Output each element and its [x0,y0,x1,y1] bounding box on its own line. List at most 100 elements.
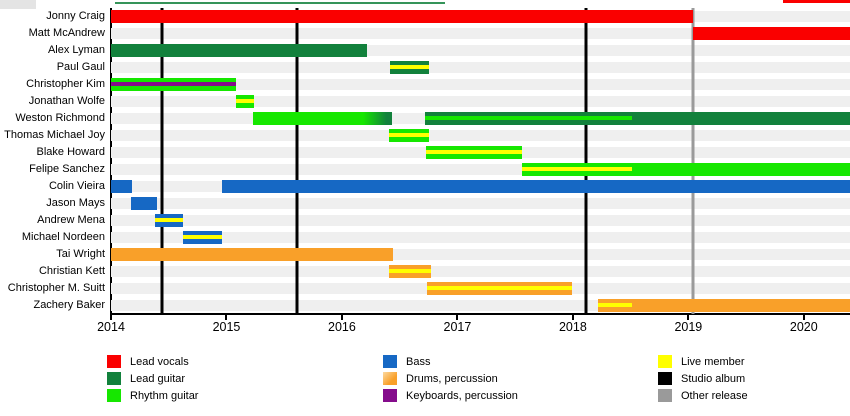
x-axis-tick-label: 2020 [789,320,818,334]
legend-label: Studio album [681,372,746,385]
y-axis-line [110,8,112,315]
role-stripe-live_member [522,167,632,171]
legend-column: Lead vocals Lead guitar Rhythm guitar [107,353,198,404]
member-row-track [111,79,850,90]
x-axis-tick-label: 2017 [443,320,472,334]
timeline-bar-lead_guitar [111,44,368,57]
role-stripe-live_member [426,150,523,154]
member-label: Tai Wright [56,248,105,260]
x-axis-tick [571,315,574,320]
x-axis-tick [456,315,459,320]
legend-swatch-lead_vocals [107,355,121,368]
timeline-bar-bass [154,214,183,227]
cropped-content-artifact [783,0,850,3]
member-label: Jonny Craig [46,10,105,22]
legend-swatch-lead_guitar [107,372,121,385]
legend-item: Other release [658,387,748,404]
timeline-bar-lead_guitar [425,112,850,125]
member-row-track [111,164,850,175]
legend-item: Drums, percussion [383,370,518,387]
timeline-bar-bass [111,180,132,193]
role-stripe-live_member [154,218,183,222]
timeline-bar-rhythm_guitar [426,146,523,159]
x-axis-tick-label: 2019 [674,320,703,334]
legend-label: Lead guitar [130,372,186,385]
x-axis-tick [340,315,343,320]
member-label: Paul Gaul [56,61,105,73]
role-stripe-live_member [389,133,429,137]
legend-label: Rhythm guitar [130,389,199,402]
timeline-bar-rhythm_guitar [253,112,392,125]
cropped-content-artifact [0,0,36,9]
cropped-content-artifact [115,2,445,4]
legend-item: Studio album [658,370,748,387]
member-row-track [111,198,850,209]
legend-swatch-drums [383,372,397,385]
member-row-track [111,28,850,39]
timeline-bar-rhythm_guitar [235,95,255,108]
member-label: Colin Vieira [48,180,105,192]
member-label: Andrew Mena [37,214,105,226]
role-stripe-live_member [389,269,431,273]
legend-label: Keyboards, percussion [406,389,518,402]
legend-swatch-other_release [658,389,672,402]
other-release-marker-line [691,8,695,314]
role-stripe-live_member [390,65,429,69]
legend-item: Rhythm guitar [107,387,198,404]
member-label: Felipe Sanchez [29,163,105,175]
legend-item: Live member [658,353,748,370]
timeline-bar-rhythm_guitar [389,129,429,142]
studio-album-marker-line [160,8,164,314]
member-label: Thomas Michael Joy [4,129,105,141]
legend-swatch-live_member [658,355,672,368]
legend-item: Lead guitar [107,370,198,387]
legend-swatch-studio_album [658,372,672,385]
member-label: Jason Mays [46,197,105,209]
legend-item: Bass [383,353,518,370]
legend-swatch-bass [383,355,397,368]
member-row-track [111,232,850,243]
role-stripe-rhythm_guitar [425,116,632,120]
x-axis-tick [802,315,805,320]
x-axis-line [110,313,850,315]
timeline-bar-drums [389,265,431,278]
legend-label: Other release [681,389,748,402]
timeline-bar-drums [598,299,850,312]
legend-swatch-keyboards [383,389,397,402]
timeline-bar-bass [221,180,850,193]
member-label: Jonathan Wolfe [28,95,105,107]
member-label: Michael Nordeen [21,231,105,243]
timeline-bar-rhythm_guitar [111,78,236,91]
plot-area [111,8,850,314]
role-stripe-live_member [182,235,222,239]
timeline-bar-lead_vocals [111,10,693,23]
member-label: Matt McAndrew [28,27,105,39]
member-row-track [111,96,850,107]
x-axis-tick-label: 2016 [328,320,356,334]
x-axis-tick [687,315,690,320]
member-row-track [111,62,850,73]
x-axis-tick [225,315,228,320]
role-stripe-live_member [235,99,255,103]
member-row-track [111,45,850,56]
studio-album-marker-line [295,8,299,314]
legend-column: Live member Studio album Other release [658,353,748,404]
legend-label: Bass [406,355,431,368]
x-axis-tick-label: 2014 [97,320,125,334]
timeline-bar-drums [427,282,572,295]
role-stripe-live_member [598,303,632,307]
studio-album-marker-line [584,8,588,314]
timeline-bar-lead_guitar [390,61,429,74]
x-axis-tick [110,315,112,320]
member-label: Blake Howard [36,146,105,158]
legend-label: Lead vocals [130,355,189,368]
member-label: Weston Richmond [15,112,105,124]
member-label: Christian Kett [38,265,105,277]
timeline-bar-lead_vocals [692,27,850,40]
legend-label: Drums, percussion [406,372,498,385]
timeline-bar-rhythm_guitar [522,163,850,176]
role-stripe-live_member [427,286,572,290]
member-row-track [111,266,850,277]
member-label: Christopher M. Suitt [7,282,105,294]
legend-item: Keyboards, percussion [383,387,518,404]
